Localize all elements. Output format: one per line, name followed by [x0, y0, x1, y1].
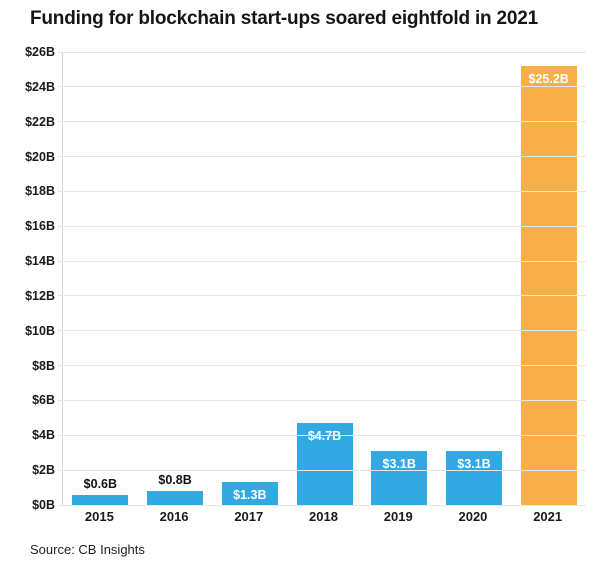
bar-slot-2018: $4.7B — [287, 52, 362, 505]
gridline — [58, 121, 586, 123]
y-tick-label: $14B — [25, 254, 55, 269]
bar-slot-2020: $3.1B — [437, 52, 512, 505]
bar-2018: $4.7B — [296, 423, 353, 505]
bar-value-label: $1.3B — [233, 488, 267, 503]
y-tick-label: $18B — [25, 184, 55, 199]
bar-slot-2021: $25.2B — [511, 52, 586, 505]
y-tick-label: $22B — [25, 114, 55, 129]
gridline — [58, 225, 586, 227]
gridline — [58, 260, 586, 262]
x-tick-label: 2020 — [458, 509, 488, 524]
plot-area: $0.6B $0.8B $1.3B $4.7B $3.1B $3.1B $25.2B — [58, 51, 586, 506]
gridline — [58, 86, 586, 88]
bar-slot-2019: $3.1B — [362, 52, 437, 505]
bar-2015 — [72, 494, 129, 505]
x-axis: 2015 2016 2017 2018 2019 2020 2021 — [62, 509, 585, 529]
bar-2020: $3.1B — [445, 451, 502, 505]
gridline — [58, 156, 586, 158]
y-tick-label: $26B — [25, 45, 55, 59]
bar-2021: $25.2B — [520, 65, 577, 505]
gridline — [58, 51, 586, 53]
y-tick-label: $20B — [25, 149, 55, 164]
x-tick-label: 2019 — [383, 509, 413, 524]
x-tick-label: 2021 — [533, 509, 563, 524]
x-tick-label: 2016 — [159, 509, 189, 524]
gridline — [58, 434, 586, 436]
y-axis: $0B $2B $4B $6B $8B $10B $12B $14B $16B $18B $20B $… — [0, 45, 55, 512]
y-tick-label: $10B — [25, 323, 55, 338]
y-tick-label: $2B — [32, 463, 55, 478]
y-tick-label: $24B — [25, 79, 55, 94]
y-tick-label: $16B — [25, 219, 55, 234]
bar-value-label: $0.6B — [83, 476, 118, 491]
bar-value-label: $25.2B — [528, 71, 569, 86]
source-note: Source: CB Insights — [30, 542, 145, 557]
y-tick-label: $0B — [32, 498, 55, 512]
y-tick-label: $8B — [32, 358, 55, 373]
gridline — [58, 469, 586, 471]
bar-slot-2016: $0.8B — [138, 52, 213, 505]
bar-2016 — [147, 491, 204, 505]
y-tick-label: $12B — [25, 288, 55, 303]
chart-title: Funding for blockchain start-ups soared … — [30, 8, 538, 29]
bar-slot-2017: $1.3B — [212, 52, 287, 505]
gridline — [58, 504, 586, 506]
bar-value-label: $4.7B — [307, 429, 342, 444]
bars-container: $0.6B $0.8B $1.3B $4.7B $3.1B $3.1B $25.2B — [63, 52, 586, 505]
gridline — [58, 399, 586, 401]
bar-2019: $3.1B — [371, 451, 428, 505]
gridline — [58, 295, 586, 297]
x-tick-label: 2017 — [234, 509, 264, 524]
gridline — [58, 330, 586, 332]
y-tick-label: $6B — [32, 393, 55, 408]
x-tick-label: 2018 — [309, 509, 338, 524]
gridline — [58, 365, 586, 367]
bar-2017: $1.3B — [221, 482, 278, 505]
x-tick-label: 2015 — [84, 509, 114, 524]
y-tick-label: $4B — [32, 428, 55, 443]
bar-value-label: $3.1B — [382, 457, 416, 471]
gridline — [58, 190, 586, 192]
bar-slot-2015: $0.6B — [63, 52, 138, 505]
bar-value-label: $3.1B — [457, 457, 491, 471]
bar-value-label: $0.8B — [158, 473, 192, 488]
